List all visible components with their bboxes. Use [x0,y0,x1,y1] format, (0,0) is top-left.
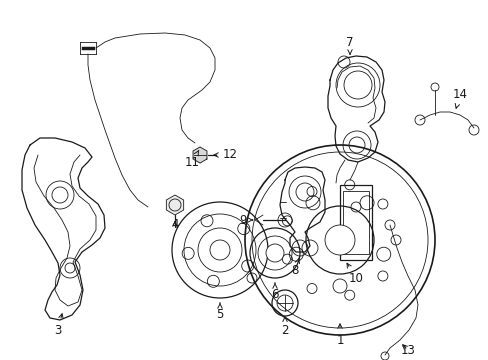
Text: 4: 4 [171,219,179,231]
Text: 2: 2 [281,317,288,337]
Text: 6: 6 [271,283,278,302]
Text: 9: 9 [239,213,252,226]
Text: 1: 1 [336,324,343,346]
Bar [339,185,371,260]
Text: 7: 7 [346,36,353,54]
Circle shape [265,244,284,262]
Text: 3: 3 [54,314,63,337]
Bar [342,191,368,254]
Circle shape [209,240,229,260]
Text: 8: 8 [291,258,299,276]
Text: 10: 10 [346,263,363,284]
Polygon shape [193,147,206,163]
Polygon shape [166,195,183,215]
Text: 14: 14 [451,89,467,108]
Text: 12: 12 [213,148,237,162]
Text: 5: 5 [216,303,223,321]
Circle shape [325,225,354,255]
Text: 11: 11 [184,150,199,168]
Text: 13: 13 [400,343,415,356]
